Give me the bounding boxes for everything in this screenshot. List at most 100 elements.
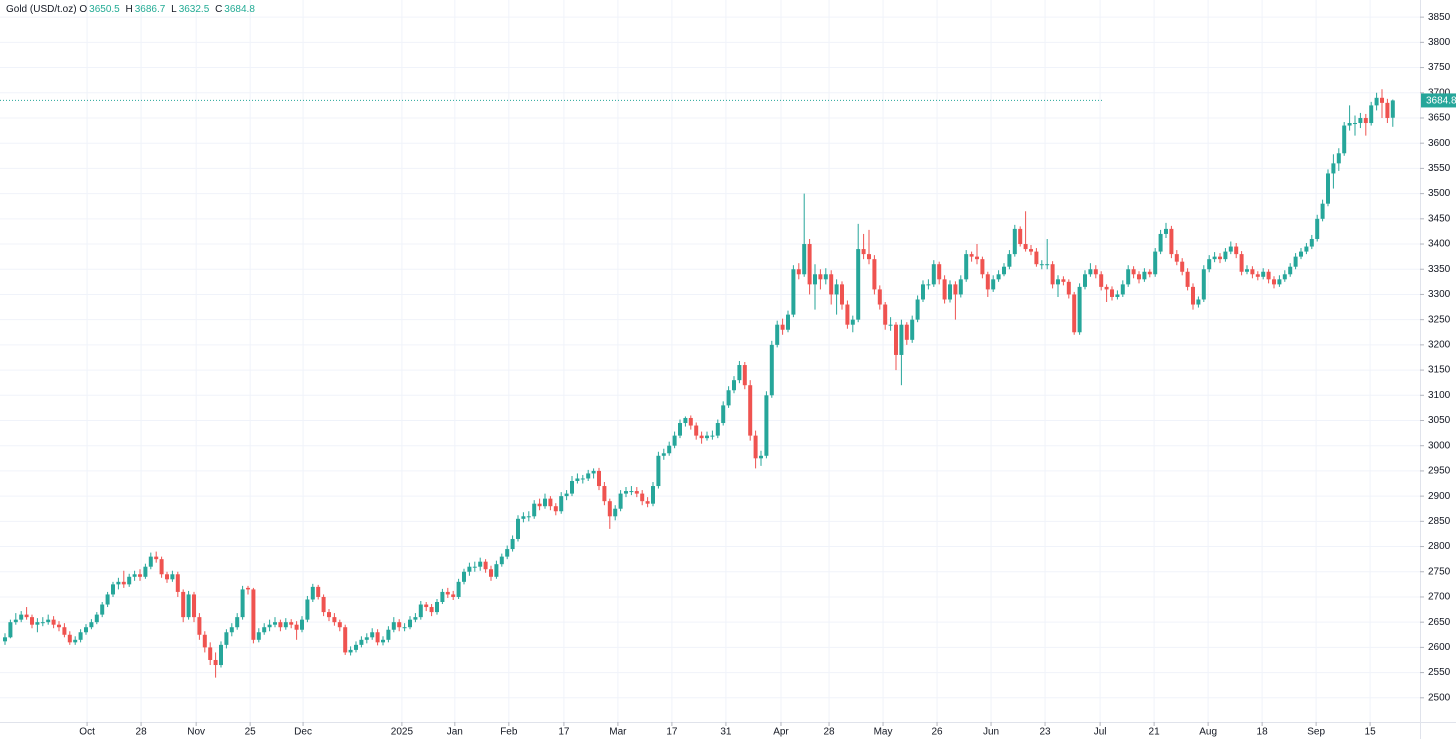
candle-body xyxy=(159,559,164,575)
candle-body xyxy=(1282,274,1287,280)
candle-body xyxy=(1347,123,1352,126)
candle-body xyxy=(510,538,515,550)
candle-body xyxy=(289,622,294,625)
candle-body xyxy=(834,284,839,295)
candle-body xyxy=(1137,274,1141,280)
candle-body xyxy=(1012,228,1017,255)
candle-body xyxy=(672,435,677,446)
candle-body xyxy=(35,622,40,625)
candle-body xyxy=(1045,264,1050,266)
candle-body xyxy=(877,289,882,305)
x-tick-label: 18 xyxy=(1257,727,1269,738)
candle-body xyxy=(1228,246,1233,252)
candle-body xyxy=(532,503,537,517)
x-tick-label: Apr xyxy=(773,727,789,738)
candle-body xyxy=(305,599,310,620)
candle-body xyxy=(926,284,931,286)
candle-body xyxy=(1077,286,1082,333)
candle-body xyxy=(116,581,121,585)
candle-body xyxy=(570,480,574,494)
candle-body xyxy=(40,622,45,624)
candle-body xyxy=(818,274,823,280)
candle-body xyxy=(154,556,159,560)
candle-body xyxy=(975,256,979,260)
ohlc-value: 3684.8 xyxy=(224,4,255,15)
candle-body xyxy=(1239,254,1244,272)
candle-body xyxy=(483,561,488,570)
candle-body xyxy=(964,254,969,280)
candle-body xyxy=(715,423,720,436)
candle-body xyxy=(1007,254,1012,267)
candle-body xyxy=(1207,259,1212,270)
candle-body xyxy=(748,385,753,436)
candle-body xyxy=(883,304,888,325)
candle-body xyxy=(1363,117,1368,124)
last-price-label: 3684.8 xyxy=(1426,96,1456,107)
candle-body xyxy=(462,571,466,582)
candle-body xyxy=(386,629,391,640)
candle-body xyxy=(1056,279,1060,285)
candle-body xyxy=(111,584,115,595)
candle-body xyxy=(337,622,342,628)
candle-body xyxy=(807,244,812,285)
candle-body xyxy=(559,496,564,512)
candle-body xyxy=(1120,284,1125,295)
candle-body xyxy=(294,624,299,630)
candle-body xyxy=(661,453,666,456)
ohlc-key: O xyxy=(79,4,88,15)
candle-body xyxy=(1390,100,1395,118)
candle-body xyxy=(678,423,682,436)
x-tick-label: 15 xyxy=(1365,727,1377,738)
x-tick-label: 26 xyxy=(931,727,943,738)
candle-body xyxy=(769,344,774,396)
candle-body xyxy=(1288,266,1293,275)
candle-body xyxy=(1320,203,1325,219)
candle-body xyxy=(505,549,510,557)
candle-body xyxy=(1126,269,1131,285)
candle-body xyxy=(1353,123,1357,125)
candle-body xyxy=(229,627,234,633)
candle-body xyxy=(208,647,213,660)
y-tick-label: 2600 xyxy=(1428,642,1451,653)
candle-body xyxy=(100,604,105,615)
candle-body xyxy=(786,314,790,330)
candle-body xyxy=(1034,251,1039,265)
candle-body xyxy=(894,324,898,355)
x-tick-label: 28 xyxy=(823,727,835,738)
candle-body xyxy=(937,264,942,280)
candle-body xyxy=(78,632,83,640)
x-tick-label: 17 xyxy=(558,727,570,738)
candle-body xyxy=(499,556,504,565)
candle-body xyxy=(1299,251,1303,257)
candle-body xyxy=(262,627,267,633)
y-tick-label: 2950 xyxy=(1428,466,1451,477)
candle-body xyxy=(705,435,709,439)
candle-body xyxy=(651,486,655,504)
candle-body xyxy=(224,632,229,645)
x-tick-label: 2025 xyxy=(391,727,414,738)
x-tick-label: Oct xyxy=(79,727,95,738)
symbol-title: Gold (USD/t.oz) xyxy=(6,4,77,15)
candle-body xyxy=(170,574,175,580)
y-tick-label: 2500 xyxy=(1428,692,1451,703)
y-tick-label: 3650 xyxy=(1428,113,1451,124)
candle-body xyxy=(148,556,153,567)
candle-body xyxy=(899,324,904,355)
candle-body xyxy=(181,591,186,618)
candle-body xyxy=(24,614,29,618)
candle-body xyxy=(375,632,380,643)
x-tick-label: Jun xyxy=(983,727,999,738)
candle-body xyxy=(267,624,272,628)
candle-body xyxy=(348,649,353,653)
candle-body xyxy=(197,617,202,635)
candle-body xyxy=(316,586,321,597)
candle-body xyxy=(1266,271,1271,280)
candle-body xyxy=(856,249,861,320)
candle-body xyxy=(688,417,693,426)
candle-body xyxy=(1093,269,1098,275)
candle-body xyxy=(478,561,483,567)
candle-body xyxy=(910,319,915,340)
candle-body xyxy=(332,617,337,623)
y-tick-label: 3250 xyxy=(1428,314,1451,325)
candle-body xyxy=(553,506,558,512)
